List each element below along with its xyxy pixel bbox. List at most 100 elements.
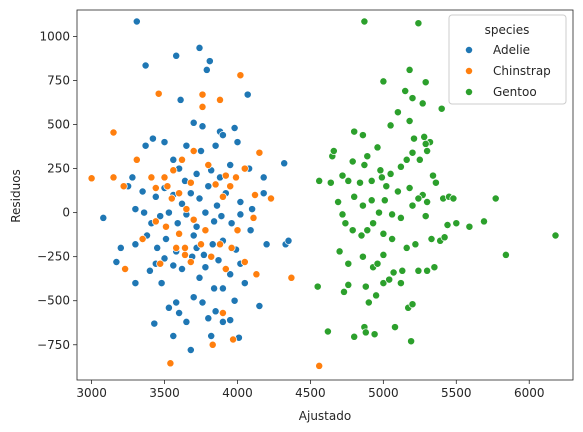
point-chinstrap: [166, 359, 175, 368]
point-adelie: [240, 279, 249, 288]
point-gentoo: [408, 300, 417, 309]
point-gentoo: [373, 259, 382, 268]
point-gentoo: [379, 229, 388, 238]
point-gentoo: [408, 148, 417, 157]
point-adelie: [160, 254, 169, 263]
point-adelie: [280, 159, 289, 168]
point-adelie: [131, 205, 140, 214]
x-tick-label: 5500: [441, 386, 472, 400]
point-adelie: [141, 141, 150, 150]
point-adelie: [208, 240, 217, 249]
point-chinstrap: [189, 147, 198, 155]
point-adelie: [204, 182, 213, 191]
point-gentoo: [369, 219, 378, 228]
point-gentoo: [401, 87, 410, 95]
point-gentoo: [375, 208, 383, 217]
point-chinstrap: [218, 192, 227, 201]
point-gentoo: [335, 247, 344, 256]
legend: species Adelie Chinstrap Gentoo: [448, 14, 567, 105]
point-adelie: [178, 199, 186, 208]
point-chinstrap: [154, 89, 163, 98]
point-gentoo: [334, 198, 343, 206]
point-chinstrap: [201, 226, 210, 235]
point-gentoo: [437, 104, 446, 113]
point-gentoo: [480, 217, 488, 226]
point-chinstrap: [198, 90, 207, 99]
point-chinstrap: [121, 265, 130, 273]
point-adelie: [201, 263, 210, 272]
point-adelie: [169, 261, 178, 270]
point-chinstrap: [162, 222, 170, 231]
point-gentoo: [389, 268, 398, 277]
point-chinstrap: [233, 226, 242, 235]
point-chinstrap: [229, 335, 238, 344]
legend-box: [448, 14, 567, 105]
point-gentoo: [402, 155, 411, 164]
point-adelie: [259, 173, 268, 182]
point-gentoo: [418, 99, 427, 108]
point-gentoo: [393, 187, 402, 196]
point-adelie: [138, 187, 147, 196]
point-gentoo: [350, 192, 359, 201]
y-tick-label: 500: [47, 118, 70, 132]
point-gentoo: [411, 240, 420, 249]
point-gentoo: [408, 201, 417, 210]
point-gentoo: [405, 117, 414, 125]
point-chinstrap: [236, 71, 245, 80]
point-gentoo: [370, 330, 379, 339]
point-adelie: [148, 134, 157, 143]
point-adelie: [128, 173, 137, 182]
point-gentoo: [398, 266, 407, 275]
point-adelie: [199, 250, 208, 259]
point-adelie: [131, 279, 140, 288]
point-adelie: [182, 317, 191, 326]
point-adelie: [195, 273, 204, 282]
point-adelie: [226, 270, 235, 279]
point-adelie: [99, 213, 108, 222]
point-chinstrap: [160, 173, 169, 182]
point-chinstrap: [186, 258, 195, 266]
point-adelie: [132, 17, 141, 26]
point-chinstrap: [204, 161, 213, 169]
point-adelie: [162, 235, 170, 243]
point-gentoo: [358, 131, 367, 140]
point-chinstrap: [172, 243, 181, 252]
point-chinstrap: [240, 164, 249, 173]
point-gentoo: [379, 250, 388, 259]
point-gentoo: [356, 178, 364, 187]
point-chinstrap: [167, 194, 176, 203]
point-chinstrap: [221, 265, 230, 273]
point-chinstrap: [287, 273, 296, 282]
legend-entries: Adelie Chinstrap Gentoo: [465, 43, 551, 99]
point-gentoo: [407, 337, 416, 346]
point-adelie: [259, 189, 268, 198]
point-gentoo: [427, 235, 436, 243]
point-gentoo: [382, 182, 391, 191]
point-adelie: [140, 208, 149, 217]
point-adelie: [230, 296, 239, 305]
point-adelie: [189, 231, 198, 240]
point-gentoo: [405, 65, 414, 74]
point-adelie: [198, 298, 207, 307]
point-chinstrap: [232, 173, 240, 182]
point-gentoo: [393, 108, 402, 117]
point-gentoo: [405, 184, 414, 192]
point-adelie: [192, 169, 201, 178]
point-adelie: [211, 141, 220, 150]
point-chinstrap: [169, 166, 178, 175]
point-gentoo: [429, 171, 437, 180]
point-chinstrap: [211, 180, 220, 189]
y-tick-label: 250: [47, 162, 70, 176]
point-gentoo: [423, 266, 432, 275]
point-chinstrap: [198, 102, 207, 111]
point-adelie: [169, 155, 178, 164]
point-adelie: [157, 279, 166, 288]
point-adelie: [175, 309, 184, 317]
point-adelie: [172, 298, 181, 307]
point-adelie: [201, 208, 210, 217]
point-adelie: [150, 319, 159, 328]
point-adelie: [186, 346, 195, 354]
point-gentoo: [386, 121, 395, 130]
point-gentoo: [415, 155, 424, 164]
